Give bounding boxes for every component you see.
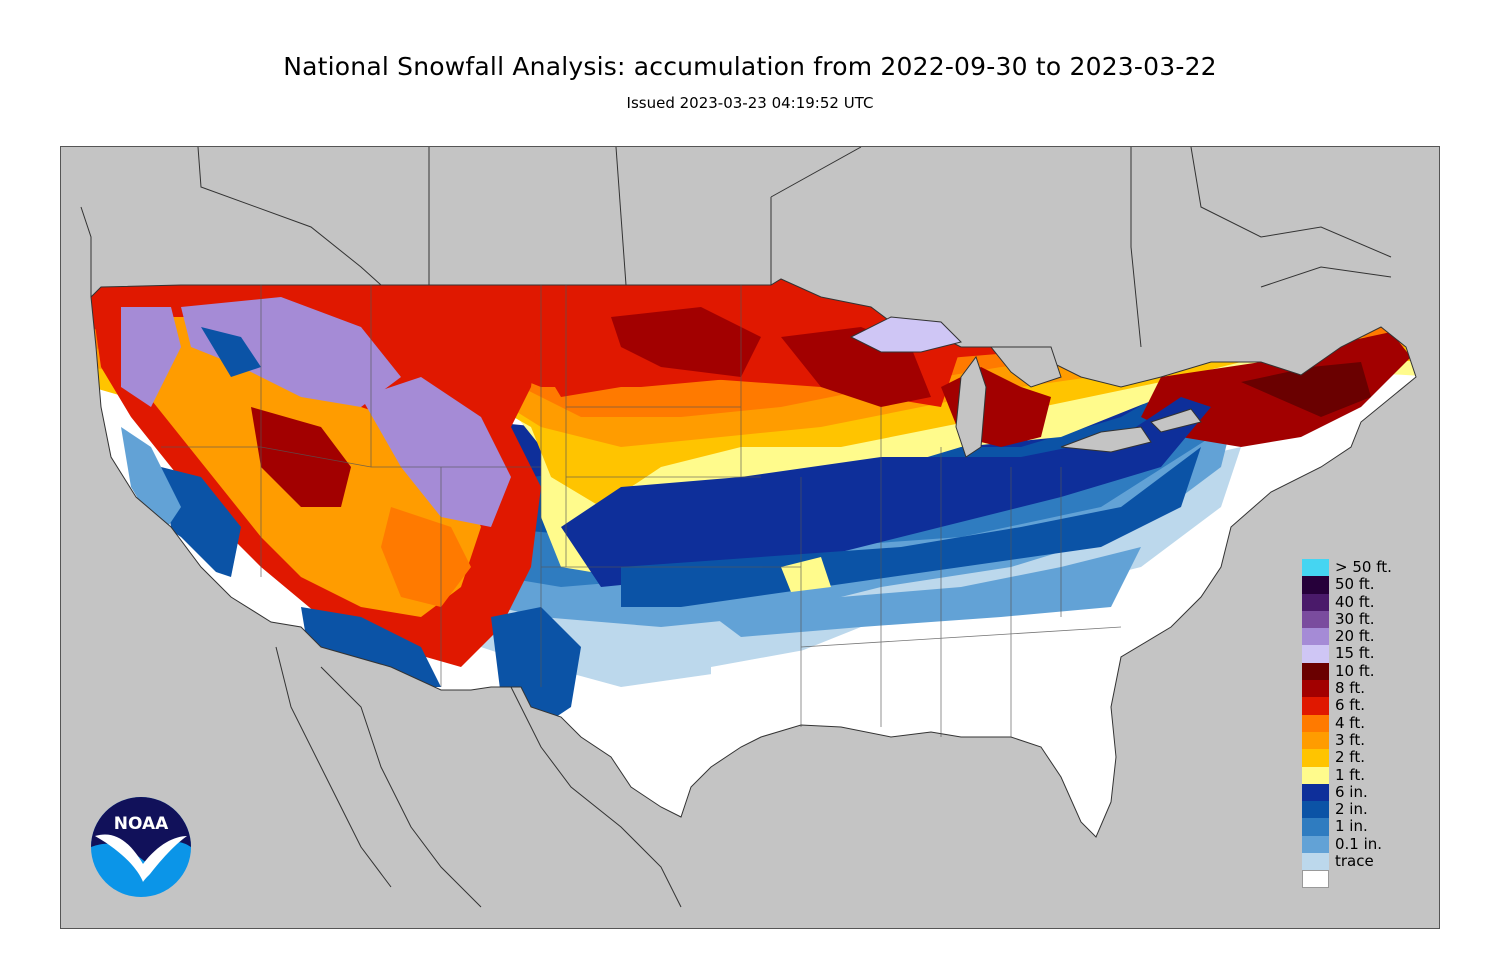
- legend-row: 30 ft.: [1302, 609, 1412, 629]
- legend-row: 3 ft.: [1302, 730, 1412, 750]
- legend-swatch: [1302, 749, 1329, 767]
- noaa-logo: NOAA: [91, 797, 191, 897]
- legend-row: 10 ft.: [1302, 661, 1412, 681]
- snowfall-map: [60, 146, 1440, 929]
- legend-label: > 50 ft.: [1335, 558, 1392, 576]
- legend-row: 8 ft.: [1302, 679, 1412, 698]
- legend-label: 2 ft.: [1335, 748, 1365, 767]
- legend-row: 40 ft.: [1302, 592, 1412, 611]
- legend-label: trace: [1335, 852, 1374, 871]
- legend-label: 8 ft.: [1335, 679, 1365, 698]
- legend-swatch: [1302, 766, 1329, 784]
- logo-text: NOAA: [114, 814, 169, 834]
- legend-row: 50 ft.: [1302, 575, 1412, 594]
- legend-swatch: [1302, 628, 1329, 646]
- legend-label: 1 ft.: [1335, 765, 1365, 784]
- legend-swatch: [1302, 559, 1329, 577]
- legend-swatch: [1302, 593, 1329, 611]
- legend-row: 6 in.: [1302, 782, 1412, 802]
- legend-row: 2 in.: [1302, 800, 1412, 819]
- legend-swatch: [1302, 801, 1329, 819]
- legend-swatch: [1302, 662, 1329, 681]
- state-lines: [161, 285, 1122, 737]
- legend-swatch: [1302, 680, 1329, 698]
- great-lakes: [849, 316, 1202, 458]
- legend-row: 6 ft.: [1302, 696, 1412, 715]
- legend-swatch: [1302, 645, 1329, 663]
- legend-swatch: [1302, 697, 1329, 715]
- legend-swatch: [1302, 783, 1329, 802]
- legend-row: 1 in.: [1302, 817, 1412, 836]
- legend-swatch: [1302, 853, 1329, 871]
- legend-label: 40 ft.: [1335, 592, 1375, 611]
- legend-row: 15 ft.: [1302, 644, 1412, 663]
- snowfall-field: [91, 279, 1416, 837]
- legend-swatch: [1302, 714, 1329, 732]
- legend-row: [1302, 870, 1412, 888]
- legend-label: 6 ft.: [1335, 696, 1365, 715]
- legend-label: 1 in.: [1335, 817, 1368, 836]
- snowfall-map-canvas: [80, 147, 1417, 908]
- legend-label: 3 ft.: [1335, 730, 1365, 749]
- legend-label: 0.1 in.: [1335, 834, 1383, 853]
- issued-timestamp: Issued 2023-03-23 04:19:52 UTC: [626, 94, 874, 112]
- legend-label: 50 ft.: [1335, 575, 1375, 594]
- legend-swatch: [1302, 835, 1329, 854]
- legend-label: 30 ft.: [1335, 609, 1375, 628]
- legend-label: 4 ft.: [1335, 713, 1365, 732]
- legend-swatch: [1302, 576, 1329, 594]
- legend-row: 0.1 in.: [1302, 834, 1412, 854]
- legend-label: 10 ft.: [1335, 661, 1375, 680]
- legend-row: 4 ft.: [1302, 713, 1412, 732]
- legend-label: 6 in.: [1335, 782, 1368, 801]
- legend-row: 2 ft.: [1302, 748, 1412, 767]
- legend-swatch: [1302, 818, 1329, 836]
- legend-label: 15 ft.: [1335, 644, 1375, 663]
- snowfall-legend: > 50 ft. 50 ft. 40 ft. 30 ft. 20 ft. 15 ft. 10…: [1302, 559, 1412, 888]
- legend-swatch: [1302, 731, 1329, 750]
- legend-row: 20 ft.: [1302, 627, 1412, 646]
- map-title: National Snowfall Analysis: accumulation…: [283, 52, 1217, 81]
- legend-row: > 50 ft.: [1302, 558, 1412, 577]
- legend-row: 1 ft.: [1302, 765, 1412, 784]
- legend-label: 20 ft.: [1335, 627, 1375, 646]
- legend-swatch: [1302, 870, 1329, 888]
- legend-swatch: [1302, 610, 1329, 629]
- legend-label: 2 in.: [1335, 800, 1368, 819]
- legend-row: trace: [1302, 852, 1412, 871]
- border-lines: [80, 147, 1392, 908]
